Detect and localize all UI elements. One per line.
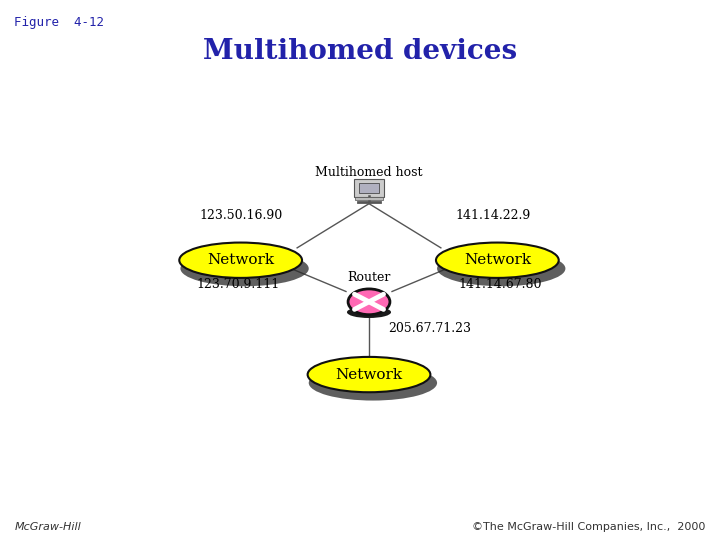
Text: McGraw-Hill: McGraw-Hill xyxy=(14,522,81,532)
Ellipse shape xyxy=(309,365,437,401)
Text: Router: Router xyxy=(347,271,391,284)
Text: Network: Network xyxy=(464,253,531,267)
Text: Multihomed devices: Multihomed devices xyxy=(203,38,517,65)
Ellipse shape xyxy=(437,251,565,286)
Text: Network: Network xyxy=(207,253,274,267)
Text: 123.50.16.90: 123.50.16.90 xyxy=(199,209,282,222)
Text: 205.67.71.23: 205.67.71.23 xyxy=(389,322,472,335)
FancyBboxPatch shape xyxy=(355,197,383,200)
Text: ©The McGraw-Hill Companies, Inc.,  2000: ©The McGraw-Hill Companies, Inc., 2000 xyxy=(472,522,706,532)
Ellipse shape xyxy=(347,306,391,318)
FancyBboxPatch shape xyxy=(359,183,379,193)
Text: 123.70.9.111: 123.70.9.111 xyxy=(197,278,280,291)
Ellipse shape xyxy=(181,251,309,286)
Text: Figure  4-12: Figure 4-12 xyxy=(14,16,104,29)
Ellipse shape xyxy=(307,357,431,392)
FancyBboxPatch shape xyxy=(354,179,384,197)
Ellipse shape xyxy=(348,289,390,315)
Text: Network: Network xyxy=(336,368,402,382)
Text: 141.14.67.80: 141.14.67.80 xyxy=(459,278,541,291)
Text: Multihomed host: Multihomed host xyxy=(315,166,423,179)
Ellipse shape xyxy=(179,242,302,278)
Ellipse shape xyxy=(436,242,559,278)
Text: 141.14.22.9: 141.14.22.9 xyxy=(456,209,531,222)
